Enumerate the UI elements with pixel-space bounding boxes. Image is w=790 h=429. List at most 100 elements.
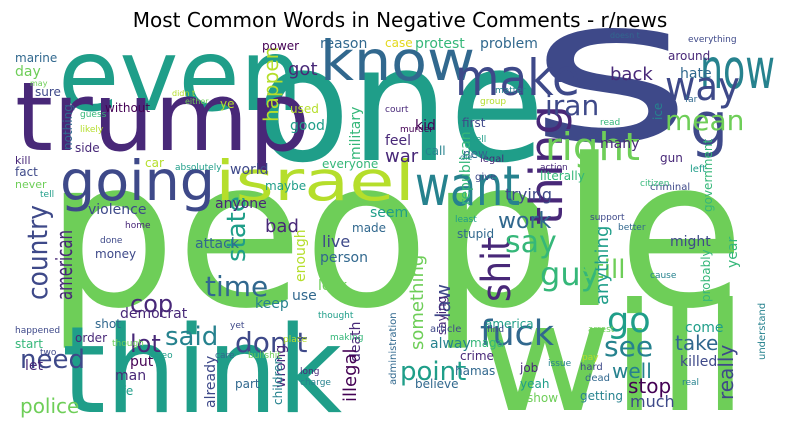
word: death <box>348 322 364 362</box>
word: anyone <box>215 196 267 212</box>
word: make <box>455 49 580 107</box>
word: seem <box>370 205 408 221</box>
word: iran <box>545 89 599 122</box>
word: day <box>15 64 41 80</box>
word: pay <box>582 353 599 363</box>
word: know <box>320 29 475 93</box>
word: call <box>425 144 446 158</box>
word: lot <box>130 330 161 358</box>
word: happen <box>259 47 283 122</box>
word: look <box>318 278 348 294</box>
word: around <box>668 49 710 63</box>
word: left <box>690 164 706 175</box>
word: real <box>682 378 699 388</box>
word: people <box>45 116 745 354</box>
word: g <box>690 90 728 160</box>
word: wrong <box>273 345 289 388</box>
word: government <box>701 139 715 212</box>
word: hard <box>580 362 603 373</box>
word: mean <box>665 104 744 137</box>
word: murder <box>400 125 433 135</box>
word: come <box>685 320 724 336</box>
word: gun <box>660 151 683 165</box>
word: far <box>685 95 698 105</box>
word: home <box>125 221 151 231</box>
word: republican <box>458 131 474 205</box>
word: ice <box>651 103 665 120</box>
word: shot <box>95 317 121 331</box>
word: israel <box>215 149 415 213</box>
word: life <box>115 384 133 398</box>
word: america <box>485 317 534 331</box>
word: case <box>385 36 413 50</box>
word: two <box>40 348 57 358</box>
word: arrest <box>588 325 615 335</box>
word: good <box>290 118 325 134</box>
word: guy <box>540 255 600 293</box>
word: read <box>600 118 620 128</box>
word: enough <box>293 229 309 282</box>
word: start <box>15 337 43 351</box>
word: long <box>300 367 319 377</box>
word: attack <box>195 236 240 252</box>
word: car <box>145 156 164 170</box>
word: guess <box>80 110 107 120</box>
word: children <box>271 357 285 405</box>
word: order <box>75 331 107 345</box>
word: work <box>498 209 551 234</box>
word: die <box>460 153 472 162</box>
word: dead <box>585 373 610 384</box>
word: kid <box>415 118 436 134</box>
word: say <box>505 225 557 260</box>
word: many <box>600 136 639 152</box>
word: point <box>400 357 466 387</box>
word: law <box>431 284 455 318</box>
word: administration <box>388 312 399 385</box>
word: violence <box>88 202 146 218</box>
word: trump <box>15 63 310 173</box>
word: war <box>385 146 419 167</box>
word: sure <box>35 85 61 99</box>
word: stop <box>628 374 671 398</box>
word: right <box>545 125 640 169</box>
word: think <box>62 302 342 429</box>
word: nothing <box>61 104 75 150</box>
word: used <box>290 102 319 116</box>
word: s <box>528 0 693 188</box>
word: take <box>675 331 718 355</box>
word: better <box>618 223 646 233</box>
word: charge <box>300 378 331 388</box>
word: believe <box>415 377 459 391</box>
word: way <box>665 64 740 110</box>
word: alway <box>430 336 471 352</box>
word: understand <box>757 303 768 360</box>
word: state <box>222 196 252 262</box>
word: go <box>607 301 651 341</box>
word: going <box>60 149 215 213</box>
word: live <box>322 232 350 251</box>
word: money <box>95 247 136 261</box>
word: crime <box>460 349 494 363</box>
word: already <box>203 356 219 408</box>
word: likely <box>80 125 104 135</box>
word: back <box>610 64 653 85</box>
word: care <box>215 351 235 361</box>
word: citizen <box>640 179 669 189</box>
word: legal <box>480 154 504 165</box>
word: might <box>670 234 711 250</box>
word: yet <box>230 321 245 331</box>
word: without <box>105 101 150 115</box>
word: group <box>480 97 506 107</box>
word: may <box>30 79 48 88</box>
word: fuck <box>480 314 555 354</box>
word: person <box>320 250 368 266</box>
word: military <box>348 107 364 160</box>
word: see <box>604 330 653 363</box>
word: still <box>580 255 625 285</box>
word: one <box>255 11 545 198</box>
word: matter <box>495 86 526 96</box>
word: didn t <box>172 89 195 98</box>
word: said <box>165 322 218 352</box>
word: need <box>20 345 85 375</box>
